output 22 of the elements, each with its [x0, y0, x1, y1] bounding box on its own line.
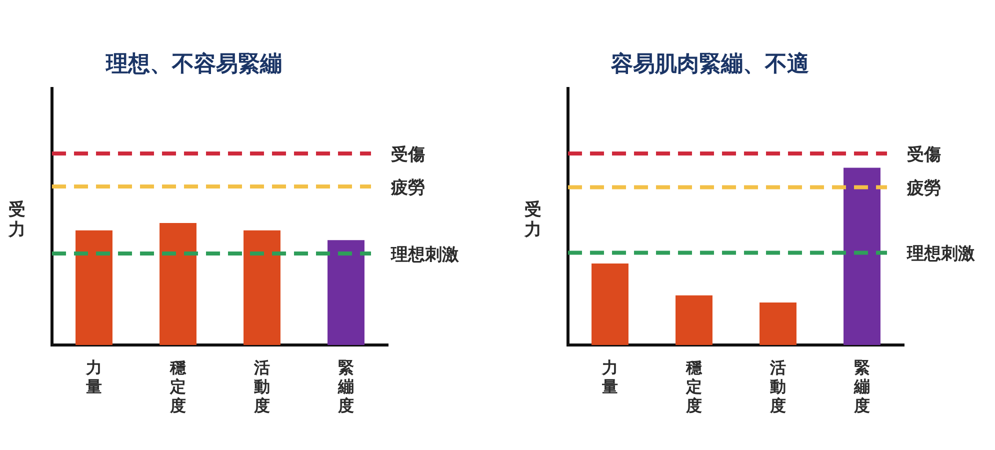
ref-line-label: 受傷 — [391, 144, 425, 165]
bar — [676, 295, 712, 345]
ref-line-label: 理想刺激 — [906, 244, 976, 264]
x-tick-label: 活動度 — [769, 358, 786, 416]
bar — [760, 302, 796, 345]
x-tick-label: 穩定度 — [169, 358, 187, 416]
chart-title: 理想、不容易緊繃 — [105, 50, 282, 77]
x-tick-label: 緊繃度 — [853, 358, 870, 416]
bar — [592, 263, 628, 345]
x-tick-label: 力量 — [85, 358, 102, 396]
ref-line-label: 理想刺激 — [390, 244, 460, 265]
ref-line-label: 疲勞 — [390, 178, 425, 198]
chart-title: 容易肌肉緊繃、不適 — [610, 50, 809, 77]
x-tick-label: 力量 — [601, 358, 618, 396]
ref-line-label: 疲勞 — [906, 178, 941, 199]
x-tick-label: 穩定度 — [685, 358, 703, 416]
y-axis-title: 受力 — [8, 200, 26, 240]
y-axis-title: 受力 — [524, 200, 542, 240]
ref-line-label: 受傷 — [907, 144, 941, 165]
x-tick-label: 緊繃度 — [337, 358, 354, 416]
x-tick-label: 活動度 — [253, 358, 270, 416]
bar — [844, 168, 880, 345]
